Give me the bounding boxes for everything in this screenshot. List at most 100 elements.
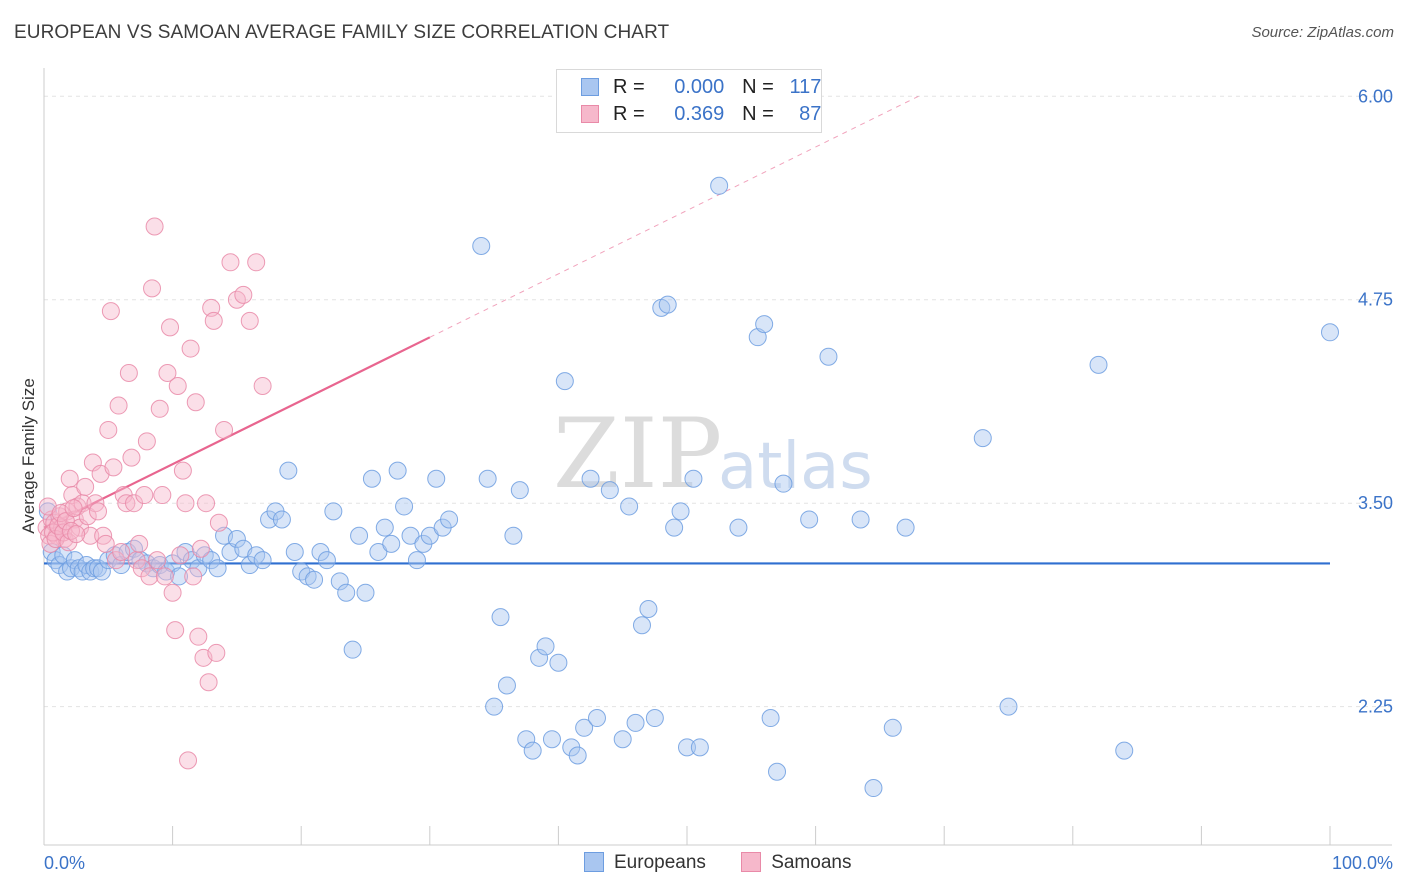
legend-row-samoans: R = 0.369 N = 87 xyxy=(581,103,821,126)
x-tick-label-min: 0.0% xyxy=(44,853,85,873)
samoan-point xyxy=(189,627,208,646)
samoans-r-value: 0.369 xyxy=(674,103,725,125)
samoan-point xyxy=(158,363,177,382)
samoan-point xyxy=(130,534,149,553)
european-point xyxy=(517,730,536,749)
european-point xyxy=(523,741,542,760)
european-point xyxy=(317,551,336,570)
european-point xyxy=(253,551,272,570)
y-tick-label: 4.75 xyxy=(1358,290,1393,310)
samoan-point xyxy=(161,318,180,337)
samoan-swatch xyxy=(581,105,599,123)
samoan-point xyxy=(62,521,81,540)
european-point xyxy=(587,709,606,728)
european-point xyxy=(420,526,439,545)
european-swatch xyxy=(581,78,599,96)
y-tick-label: 3.50 xyxy=(1358,493,1393,513)
european-point xyxy=(800,510,819,529)
samoan-point xyxy=(54,523,73,542)
european-point xyxy=(362,469,381,488)
european-point xyxy=(999,697,1018,716)
european-point xyxy=(369,543,388,562)
european-point xyxy=(639,599,658,618)
samoan-point xyxy=(184,567,203,586)
european-point xyxy=(645,709,664,728)
european-point xyxy=(350,526,369,545)
european-point xyxy=(337,583,356,602)
european-point xyxy=(407,551,426,570)
european-point xyxy=(555,372,574,391)
samoan-point xyxy=(112,543,131,562)
european-point xyxy=(678,738,696,757)
european-point xyxy=(761,709,780,728)
samoan-point xyxy=(234,285,253,304)
european-point xyxy=(279,461,298,480)
samoan-point xyxy=(135,486,154,505)
european-point xyxy=(690,738,709,757)
european-point xyxy=(973,429,992,448)
x-tick-label-max: 100.0% xyxy=(1332,853,1393,873)
european-point xyxy=(324,502,343,521)
samoan-point xyxy=(117,494,136,513)
legend-item-europeans: Europeans xyxy=(584,852,706,874)
samoan-point xyxy=(207,643,226,662)
samoan-point xyxy=(89,502,108,521)
axes xyxy=(43,68,1392,846)
european-point xyxy=(401,526,420,545)
samoan-point xyxy=(122,448,141,467)
european-point xyxy=(305,570,324,589)
european-point xyxy=(395,497,414,516)
legend-item-samoans: Samoans xyxy=(741,852,851,874)
european-point xyxy=(600,481,619,500)
european-point xyxy=(208,559,227,578)
samoans-n-label: N = xyxy=(742,103,774,125)
european-point xyxy=(774,474,793,493)
samoan-point xyxy=(221,253,240,272)
european-point xyxy=(382,534,401,553)
european-point xyxy=(864,779,883,798)
x-tick-labels: 0.0% 100.0% xyxy=(44,853,1393,873)
european-point xyxy=(620,497,639,516)
samoan-point xyxy=(145,217,164,236)
samoan-point xyxy=(247,253,266,272)
samoan-point xyxy=(101,302,120,321)
europeans-n-label: N = xyxy=(742,76,774,98)
samoan-point xyxy=(119,363,138,382)
european-point xyxy=(92,562,111,581)
samoan-point xyxy=(150,399,169,418)
grid-lines xyxy=(44,95,1392,708)
watermark: ZIP atlas xyxy=(553,398,873,510)
european-point xyxy=(440,510,459,529)
european-point xyxy=(748,328,767,347)
samoan-point xyxy=(215,420,234,439)
samoan-point xyxy=(176,494,195,513)
samoan-point xyxy=(191,539,210,558)
samoans-legend-label: Samoans xyxy=(771,852,852,873)
european-point xyxy=(883,718,902,737)
european-point xyxy=(150,556,169,575)
samoan-point xyxy=(173,461,192,480)
samoan-point xyxy=(179,751,198,770)
european-point xyxy=(851,510,870,529)
stats-legend: R = 0.000 N = 117 R = 0.369 N = 87 xyxy=(556,69,822,133)
european-point xyxy=(542,730,561,749)
samoan-point xyxy=(153,486,172,505)
trend-line-extension-samoans xyxy=(429,95,919,338)
european-point xyxy=(575,718,594,737)
european-point xyxy=(1115,741,1134,760)
source-label: Source: ZipAtlas.com xyxy=(1251,24,1394,41)
european-point xyxy=(755,315,774,334)
europeans-legend-swatch xyxy=(584,852,604,872)
european-points xyxy=(38,176,1339,798)
samoan-point xyxy=(137,432,156,451)
europeans-legend-label: Europeans xyxy=(614,852,706,873)
european-point xyxy=(170,567,189,586)
european-point xyxy=(549,653,568,672)
european-point xyxy=(671,502,690,521)
samoan-point xyxy=(171,546,190,565)
samoan-point xyxy=(99,420,118,439)
samoan-point xyxy=(64,499,83,518)
samoans-r-label: R = xyxy=(613,103,645,125)
european-point xyxy=(819,347,838,366)
